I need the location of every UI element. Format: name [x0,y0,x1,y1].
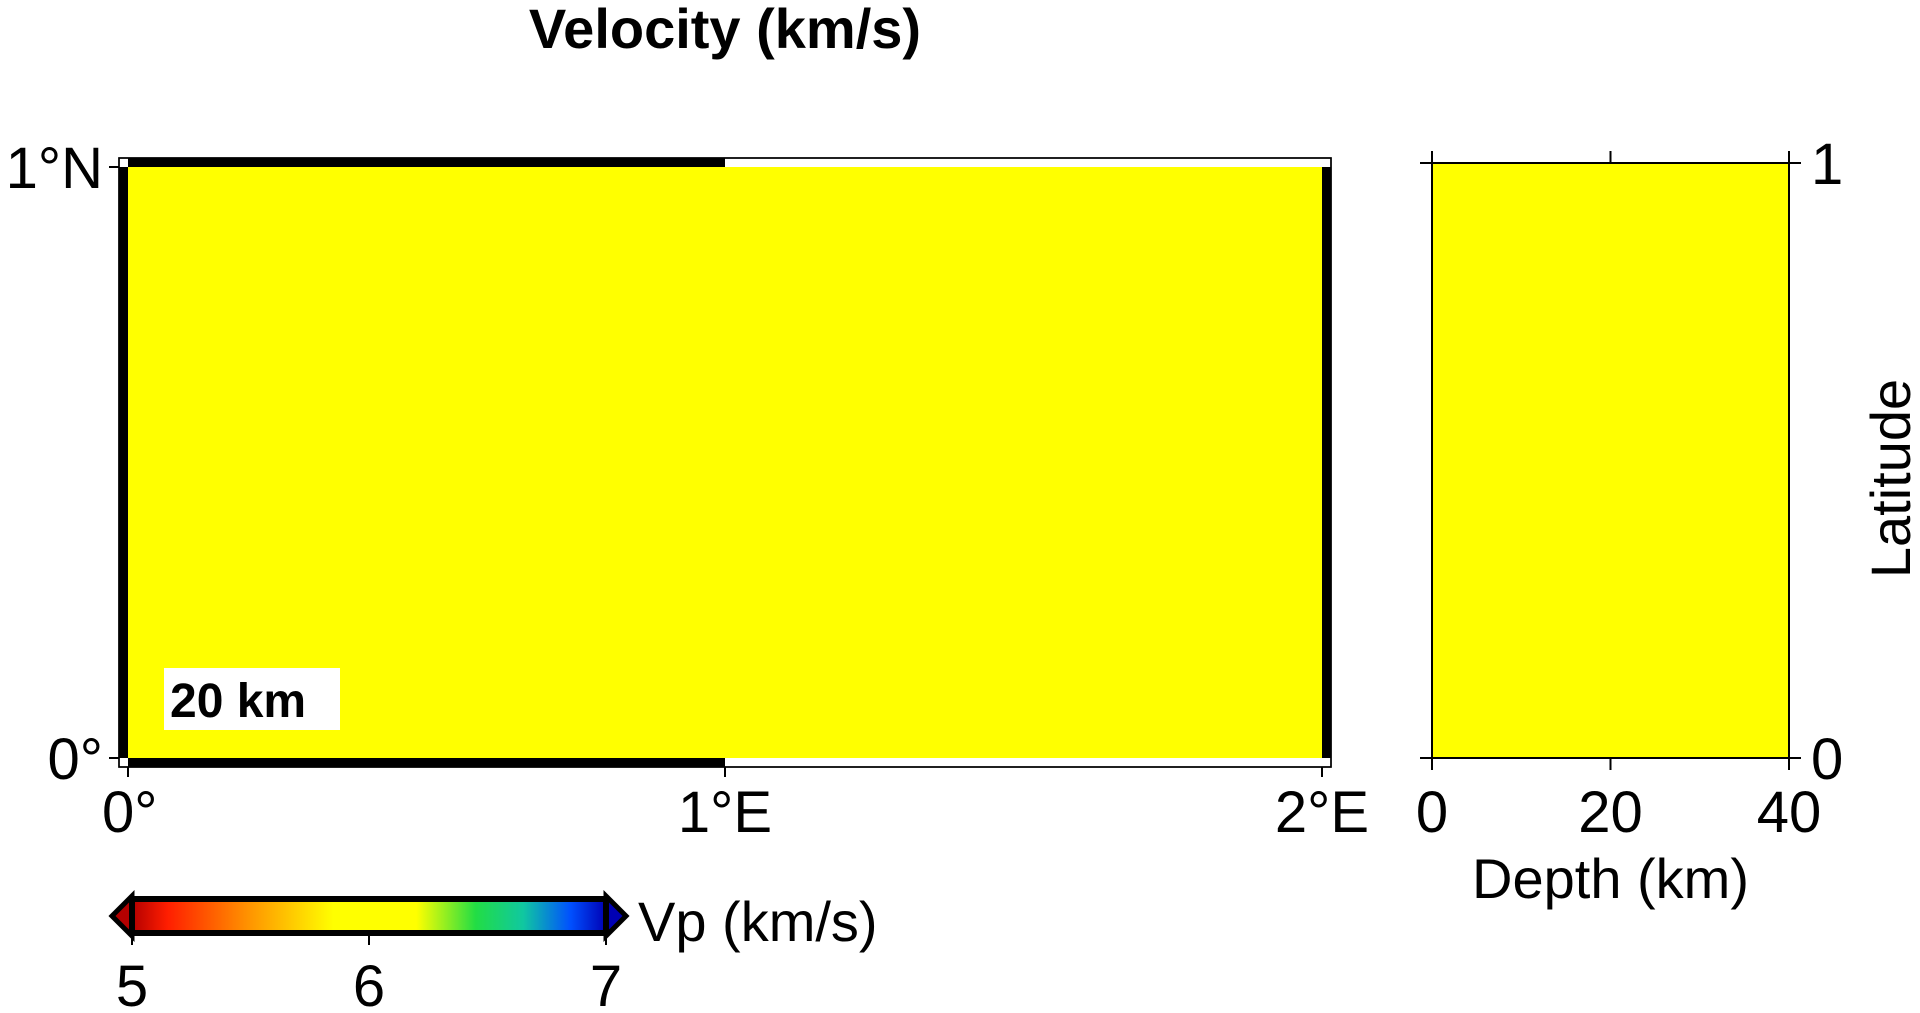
colorbar-label: Vp (km/s) [638,890,878,953]
chart-title: Velocity (km/s) [529,0,921,60]
section-x-tick-label: 20 [1578,780,1643,845]
map-panel: 0° 1°E 2°E 0° 1°N 20 km [6,136,1369,845]
section-x-axis: 0 20 40 [1416,151,1821,845]
section-y-tick-label: 0 [1811,727,1843,792]
colorbar-gradient [129,896,609,936]
map-frame-bar-right [1322,167,1331,758]
depth-label-box [164,668,340,730]
section-y-tick-label: 1 [1811,132,1843,197]
map-plot-area [128,167,1322,758]
colorbar-ticks: 5 6 7 [116,933,622,1013]
map-y-tick-label: 0° [48,727,103,792]
map-y-axis: 0° 1°N [6,136,119,792]
section-x-tick-label: 0 [1416,780,1448,845]
map-frame-bar-top [128,158,725,167]
section-y-axis: 01 [1420,132,1843,792]
map-frame-bar-bottom [128,758,725,767]
depth-label: 20 km [170,675,306,728]
colorbar-tick-label: 5 [116,954,148,1013]
map-x-tick-label: 2°E [1275,780,1369,845]
section-plot-area [1431,162,1790,759]
map-x-tick-label: 1°E [678,780,772,845]
section-y-axis-label: Latitude [1859,379,1920,578]
map-frame-bar-left [119,167,128,758]
colorbar: 5 6 7 Vp (km/s) [108,889,878,1013]
section-x-tick-label: 40 [1757,780,1822,845]
map-y-tick-label: 1°N [6,136,103,201]
colorbar-tick-label: 7 [590,954,622,1013]
section-x-axis-label: Depth (km) [1472,847,1749,910]
section-panel: 0 20 40 01 Depth (km) Latitude [1416,132,1920,910]
map-x-tick-label: 0° [102,780,157,845]
map-x-axis: 0° 1°E 2°E [102,767,1369,845]
colorbar-tick-label: 6 [353,954,385,1013]
